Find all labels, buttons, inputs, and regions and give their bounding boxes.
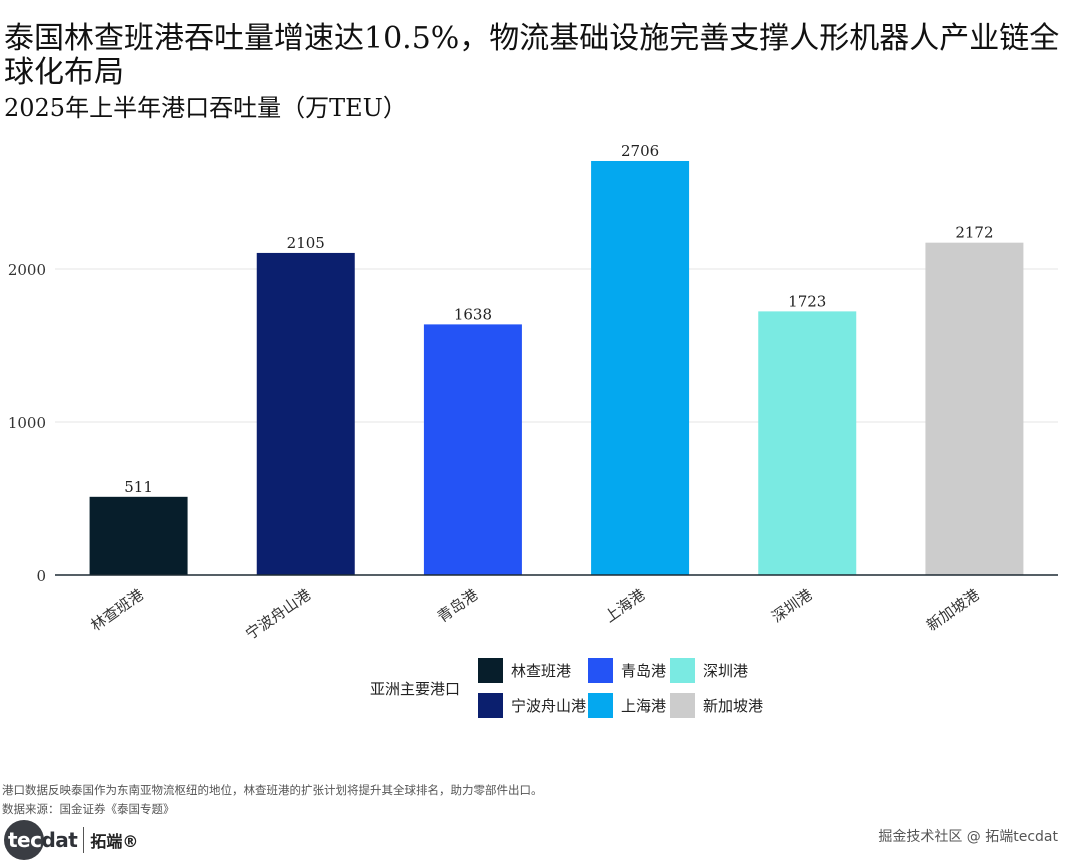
legend-label-5: 新加坡港 xyxy=(703,697,764,715)
legend-swatch-0 xyxy=(478,658,503,683)
footnote: 港口数据反映泰国作为东南亚物流枢纽的地位，林查班港的扩张计划将提升其全球排名，助… xyxy=(2,783,543,797)
legend-title: 亚洲主要港口 xyxy=(370,680,461,698)
y-tick-label-2000: 2000 xyxy=(8,261,46,279)
x-tick-label-3: 上海港 xyxy=(601,586,648,627)
y-tick-label-0: 0 xyxy=(36,567,46,585)
value-label-2: 1638 xyxy=(454,305,492,323)
legend-label-1: 宁波舟山港 xyxy=(511,697,587,715)
legend-item-2: 青岛港 xyxy=(588,658,666,683)
legend-swatch-1 xyxy=(478,693,503,718)
legend-label-0: 林查班港 xyxy=(511,662,572,680)
chart-title: 泰国林查班港吞吐量增速达10.5%，物流基础设施完善支撑人形机器人产业链全球化布… xyxy=(4,21,1060,90)
bar-2 xyxy=(423,324,522,575)
legend-swatch-5 xyxy=(670,693,695,718)
legend-item-3: 上海港 xyxy=(588,693,666,718)
legend-label-4: 深圳港 xyxy=(703,662,749,680)
x-tick-label-1: 宁波舟山港 xyxy=(242,586,314,644)
legend-item-4: 深圳港 xyxy=(670,658,748,683)
legend-label-3: 上海港 xyxy=(621,697,667,715)
bar-0 xyxy=(89,496,188,575)
bar-3 xyxy=(591,160,690,575)
value-label-1: 2105 xyxy=(287,234,325,252)
legend-label-2: 青岛港 xyxy=(621,662,667,680)
logo-cn: 拓端® xyxy=(90,832,139,851)
x-tick-label-4: 深圳港 xyxy=(768,586,815,627)
legend-item-0: 林查班港 xyxy=(478,658,571,683)
value-label-0: 511 xyxy=(124,478,153,496)
x-tick-label-0: 林查班港 xyxy=(87,586,146,635)
logo-word: tecdat xyxy=(8,828,78,852)
y-tick-label-1000: 1000 xyxy=(8,414,46,432)
legend-swatch-4 xyxy=(670,658,695,683)
x-tick-label-5: 新加坡港 xyxy=(923,586,982,635)
bar-5 xyxy=(925,242,1024,575)
x-tick-label-2: 青岛港 xyxy=(434,586,481,627)
bar-chart: 0 1000 2000 511 林查班港 2105 宁波舟山港 1638 青岛港 2706 上海港 1… xyxy=(8,142,1058,644)
value-label-4: 1723 xyxy=(788,292,826,310)
watermark: 掘金技术社区 @ 拓端tecdat xyxy=(878,829,1058,845)
source-note: 数据来源：国金证券《泰国专题》 xyxy=(2,802,175,816)
bar-4 xyxy=(758,311,857,575)
chart-subtitle: 2025年上半年港口吞吐量（万TEU） xyxy=(4,94,407,122)
logo-circle-icon xyxy=(4,820,44,860)
legend-swatch-2 xyxy=(588,658,613,683)
tecdat-logo: tecdat 拓端® xyxy=(4,820,138,860)
legend-swatch-3 xyxy=(588,693,613,718)
logo-divider xyxy=(83,827,85,853)
bar-1 xyxy=(256,252,355,575)
value-label-3: 2706 xyxy=(621,142,659,160)
value-label-5: 2172 xyxy=(955,224,993,242)
legend-item-1: 宁波舟山港 xyxy=(478,693,586,718)
legend-item-5: 新加坡港 xyxy=(670,693,763,718)
